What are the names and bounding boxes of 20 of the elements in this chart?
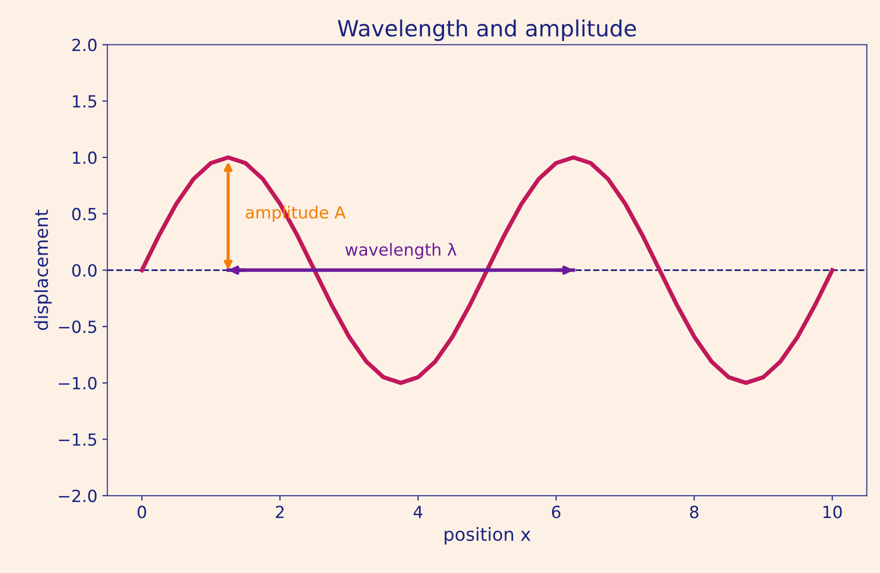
x-axis-title: position x: [444, 527, 530, 545]
y-tick-label: −1.5: [58, 433, 96, 446]
x-tick-label: 4: [414, 506, 422, 518]
y-tick-label: 2.0: [72, 38, 97, 52]
chart-title: Wavelength and amplitude: [338, 19, 636, 41]
y-tick-label: −1.0: [58, 376, 97, 390]
y-tick-label: −0.5: [58, 320, 96, 334]
y-tick-label: 1.5: [72, 95, 96, 108]
y-tick-label: 1.0: [72, 151, 97, 164]
x-tick-label: 6: [552, 506, 560, 518]
y-tick-label: −2.0: [58, 490, 97, 502]
x-tick-label: 2: [276, 506, 284, 518]
y-axis-title: displacement: [34, 210, 52, 330]
x-tick-label: 0: [138, 506, 146, 518]
annotation: wavelength λ: [345, 242, 456, 260]
y-tick-label: 0.0: [72, 264, 97, 277]
line-series: [140, 155, 834, 385]
x-tick-label: 10: [824, 506, 842, 518]
x-tick-label: 8: [690, 506, 698, 518]
y-tick-label: 0.5: [72, 208, 96, 220]
